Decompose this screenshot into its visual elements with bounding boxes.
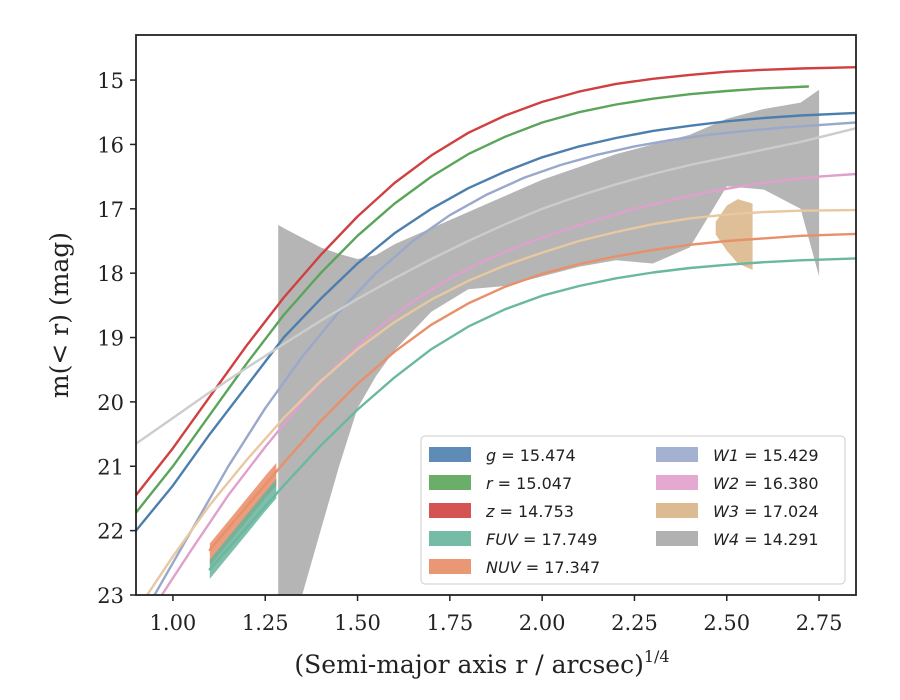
- series-line-g: [136, 111, 856, 532]
- legend-item-w4: W4 = 14.291: [656, 530, 819, 549]
- legend-band-name: r: [486, 474, 494, 493]
- series-line-w1: [153, 121, 856, 595]
- legend-item-g: g = 15.474: [429, 446, 576, 465]
- x-tick-label: 1.25: [242, 611, 289, 635]
- x-tick-label: 1.50: [334, 611, 381, 635]
- series-lines: [136, 65, 856, 595]
- legend-swatch-z: [429, 503, 471, 518]
- legend-item-w2: W2 = 16.380: [656, 474, 819, 493]
- x-tick-label: 1.75: [426, 611, 473, 635]
- legend-band-name: z: [485, 502, 495, 521]
- series-line-nuv: [208, 232, 856, 552]
- legend-band-name: g: [486, 446, 496, 465]
- legend-swatch-w3: [656, 503, 698, 518]
- legend-swatch-w2: [656, 475, 698, 490]
- legend-band-value: = 15.474: [496, 446, 576, 465]
- series-line-fuv: [208, 257, 856, 571]
- legend-label-w1: W1 = 15.429: [713, 446, 819, 465]
- legend-label-g: g = 15.474: [486, 446, 576, 465]
- legend-item-z: z = 14.753: [429, 502, 574, 521]
- legend-band-name: W3: [713, 502, 739, 521]
- band-fuv: [209, 479, 277, 579]
- legend-band-name: W1: [713, 446, 739, 465]
- legend-band-value: = 17.024: [739, 502, 819, 521]
- series-line-w2: [160, 172, 856, 595]
- legend-label-w4: W4 = 14.291: [713, 530, 819, 549]
- band-w3: [715, 199, 753, 270]
- legend-label-z: z = 14.753: [485, 502, 574, 521]
- legend-frame: [420, 435, 846, 585]
- x-axis-title: (Semi-major axis r / arcsec)1/4: [294, 647, 669, 679]
- legend-swatch-g: [429, 447, 471, 462]
- uncertainty-bands: [209, 89, 820, 595]
- legend-swatch-r: [429, 475, 471, 490]
- legend-item-nuv: NUV = 17.347: [429, 558, 600, 577]
- x-tick-label: 2.75: [796, 611, 843, 635]
- legend-band-value: = 16.380: [739, 474, 819, 493]
- legend-label-r: r = 15.047: [486, 474, 572, 493]
- x-tick-label: 2.00: [519, 611, 566, 635]
- y-axis-ticks: 15 16 17 18 19 20 21 22 23: [97, 69, 136, 608]
- x-tick-label: 2.25: [611, 611, 658, 635]
- legend-item-w1: W1 = 15.429: [656, 446, 819, 465]
- legend-band-value: = 17.347: [521, 558, 601, 577]
- series-line-w3: [145, 208, 856, 595]
- band-w4: [278, 89, 820, 595]
- legend-band-name: NUV: [486, 558, 522, 577]
- legend-label-w3: W3 = 17.024: [713, 502, 819, 521]
- plot-frame: [135, 34, 857, 596]
- y-tick-label: 23: [97, 584, 124, 608]
- y-tick-label: 20: [97, 391, 124, 415]
- legend-band-value: = 17.749: [518, 530, 598, 549]
- legend-item-fuv: FUV = 17.749: [429, 530, 597, 549]
- y-tick-label: 16: [97, 133, 124, 157]
- y-tick-label: 22: [97, 520, 124, 544]
- legend-band-name: W2: [713, 474, 739, 493]
- series-line-w4: [136, 127, 856, 445]
- y-axis-title: m(< r) (mag): [45, 232, 74, 398]
- x-axis-ticks: 1.00 1.25 1.50 1.75 2.00 2.25 2.50 2.75: [150, 595, 843, 635]
- legend-label-fuv: FUV = 17.749: [486, 530, 597, 549]
- x-axis-title-exponent: 1/4: [644, 647, 670, 666]
- legend-band-value: = 15.047: [493, 474, 573, 493]
- series-line-z: [136, 65, 856, 497]
- x-tick-label: 2.50: [703, 611, 750, 635]
- y-tick-label: 15: [97, 69, 124, 93]
- legend-band-value: = 14.753: [494, 502, 574, 521]
- series-line-r: [136, 85, 810, 514]
- legend-swatch-nuv: [429, 559, 471, 574]
- legend-label-w2: W2 = 16.380: [713, 474, 819, 493]
- x-tick-label: 1.00: [150, 611, 197, 635]
- y-tick-label: 18: [97, 262, 124, 286]
- legend-label-nuv: NUV = 17.347: [486, 558, 600, 577]
- legend-swatch-fuv: [429, 531, 471, 546]
- legend-band-value: = 14.291: [739, 530, 819, 549]
- legend-swatch-w1: [656, 447, 698, 462]
- legend-item-w3: W3 = 17.024: [656, 502, 819, 521]
- legend-swatch-w4: [656, 531, 698, 546]
- y-tick-label: 17: [97, 198, 124, 222]
- legend-item-r: r = 15.047: [429, 474, 572, 493]
- legend-band-value: = 15.429: [739, 446, 819, 465]
- y-tick-label: 19: [97, 327, 124, 351]
- legend-band-name: W4: [713, 530, 739, 549]
- legend-band-name: FUV: [486, 530, 519, 549]
- y-tick-label: 21: [97, 455, 124, 479]
